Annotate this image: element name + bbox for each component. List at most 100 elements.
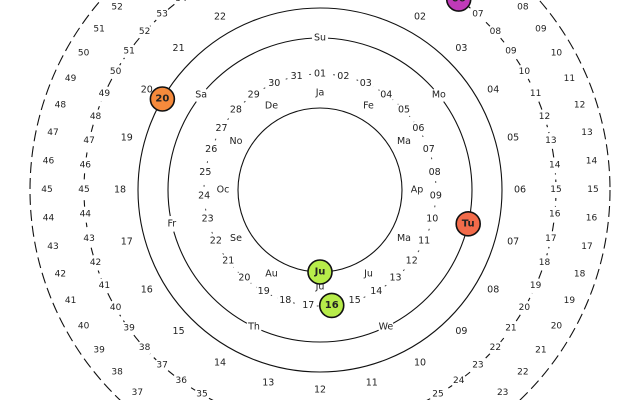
minutes-label: 36 — [176, 376, 188, 386]
minutes-label: 49 — [99, 89, 111, 99]
months-circle — [238, 108, 402, 272]
days-of-month-label: 31 — [291, 71, 303, 82]
minutes-label: 37 — [156, 360, 167, 370]
weekdays-label: Sa — [195, 90, 207, 101]
minutes-label: 14 — [549, 160, 561, 170]
seconds-label: 10 — [551, 49, 563, 59]
seconds-label: 18 — [574, 269, 586, 279]
days-of-month-label: 06 — [412, 123, 424, 134]
minutes-label: 25 — [432, 389, 443, 399]
days-of-month-label: 08 — [429, 167, 441, 178]
days-of-month-label: 22 — [210, 236, 222, 247]
minutes-label: 22 — [490, 343, 501, 353]
days-of-month-label: 21 — [222, 256, 234, 267]
minutes-label: 39 — [123, 324, 135, 334]
days-of-month-label: 13 — [390, 273, 402, 284]
months-label: Au — [265, 269, 278, 280]
months-label: Ma — [397, 136, 411, 147]
minutes-label: 42 — [90, 258, 101, 268]
seconds-label: 12 — [574, 101, 585, 111]
hours-label: 15 — [173, 326, 185, 337]
days-of-month-label: 25 — [199, 167, 211, 178]
minutes-current-value: 06 — [452, 0, 466, 5]
days-of-month-label: 28 — [230, 105, 242, 116]
months-label: No — [230, 136, 243, 147]
hours-label: 22 — [214, 11, 226, 22]
seconds-label: 44 — [43, 214, 55, 224]
seconds-label: 41 — [65, 296, 76, 306]
minutes-label: 07 — [472, 10, 483, 20]
months-label: Fe — [363, 100, 374, 111]
minutes-label: 20 — [519, 303, 531, 313]
minutes-label: 35 — [196, 389, 207, 399]
seconds-label: 23 — [497, 388, 508, 398]
hours-circle — [138, 8, 502, 372]
seconds-label: 09 — [535, 25, 547, 35]
minutes-label: 48 — [90, 112, 102, 122]
months-label: De — [265, 100, 278, 111]
minutes-label: 21 — [505, 324, 516, 334]
weekdays-label: Mo — [432, 90, 446, 101]
hours-label: 08 — [487, 285, 499, 296]
seconds-label: 17 — [581, 242, 592, 252]
minutes-label: 24 — [453, 376, 465, 386]
seconds-label: 47 — [47, 128, 58, 138]
days-of-month-label: 15 — [349, 295, 361, 306]
days-of-month-label: 09 — [430, 190, 442, 201]
seconds-label: 46 — [43, 156, 55, 166]
hours-current-value: 20 — [155, 94, 169, 105]
seconds-label: 20 — [551, 322, 563, 332]
days-of-month-label: 01 — [314, 69, 326, 80]
minutes-label: 17 — [545, 234, 556, 244]
months-label: Ap — [411, 185, 424, 196]
minutes-label: 54 — [176, 0, 188, 4]
minutes-label: 13 — [545, 136, 556, 146]
days-of-month-label: 12 — [406, 256, 418, 267]
months-label: Oc — [217, 185, 230, 196]
seconds-label: 37 — [132, 388, 143, 398]
seconds-label: 51 — [93, 25, 104, 35]
hours-label: 09 — [455, 326, 467, 337]
seconds-label: 19 — [564, 296, 576, 306]
seconds-label: 16 — [586, 214, 598, 224]
days-of-month-current-value: 16 — [325, 300, 339, 311]
minutes-label: 19 — [530, 281, 542, 291]
seconds-label: 45 — [41, 185, 52, 195]
hours-label: 01 — [366, 0, 378, 2]
minutes-label: 09 — [505, 46, 517, 56]
minutes-label: 18 — [539, 258, 551, 268]
days-of-month-label: 05 — [398, 105, 410, 116]
seconds-label: 21 — [535, 345, 546, 355]
days-of-month-label: 23 — [202, 214, 214, 225]
hours-label: 05 — [507, 133, 519, 144]
days-of-month-label: 30 — [268, 78, 280, 89]
seconds-label: 14 — [586, 156, 598, 166]
days-of-month-label: 03 — [360, 78, 372, 89]
weekdays-current-value: Tu — [462, 218, 475, 229]
minutes-label: 40 — [110, 303, 122, 313]
minutes-label: 50 — [110, 67, 122, 77]
weekdays-circle — [168, 38, 472, 342]
seconds-label: 08 — [517, 2, 529, 12]
days-of-month-label: 20 — [238, 273, 250, 284]
minutes-label: 45 — [78, 185, 89, 195]
weekdays-label: We — [379, 321, 394, 332]
seconds-label: 22 — [517, 368, 528, 378]
months-current-value: Ju — [314, 267, 326, 278]
days-of-month-label: 26 — [205, 144, 217, 155]
weekdays-label: Su — [314, 33, 326, 44]
hours-label: 21 — [173, 43, 185, 54]
minutes-label: 46 — [80, 160, 92, 170]
minutes-label: 16 — [549, 210, 561, 220]
hours-label: 06 — [514, 185, 526, 196]
hours-label: 02 — [414, 11, 426, 22]
hours-label: 23 — [262, 0, 274, 2]
minutes-label: 43 — [83, 234, 94, 244]
weekdays-label: Fr — [167, 218, 176, 229]
months-label: Ju — [363, 269, 373, 280]
months-label: Ma — [397, 233, 411, 244]
weekdays-label: Th — [247, 321, 260, 332]
minutes-circle — [84, 0, 556, 400]
seconds-label: 15 — [587, 185, 598, 195]
hour-ring: 0001020304050607080910111213141516171819… — [112, 0, 528, 398]
